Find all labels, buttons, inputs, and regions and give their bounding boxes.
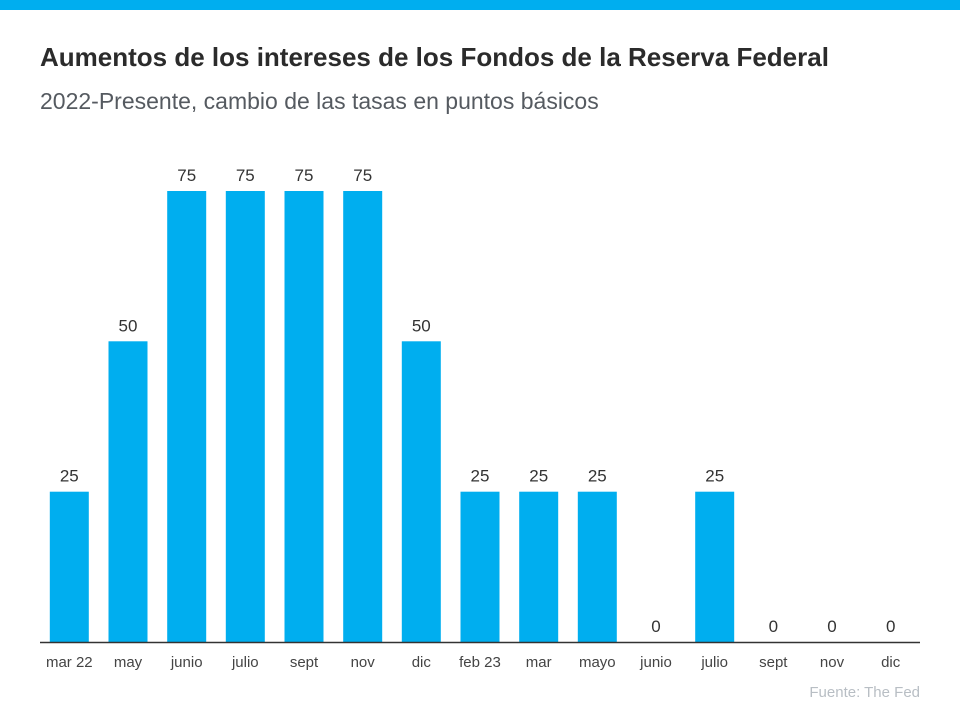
data-label: 75 [236,166,255,185]
x-tick-label: may [114,654,143,671]
x-tick-label: mar [526,654,552,671]
data-label: 0 [827,617,836,636]
source-note: Fuente: The Fed [809,684,920,701]
data-label: 50 [119,316,138,335]
bar [49,491,89,642]
data-label: 75 [177,166,196,185]
chart-subtitle: 2022-Presente, cambio de las tasas en pu… [40,88,599,114]
x-tick-label: junio [639,654,672,671]
data-label: 25 [705,467,724,486]
x-tick-label: feb 23 [459,654,501,671]
bar [225,191,265,642]
data-label: 0 [886,617,895,636]
x-tick-label: julio [231,654,259,671]
data-label: 25 [588,467,607,486]
x-tick-label: dic [412,654,432,671]
x-tick-label: julio [700,654,728,671]
top-accent-bar [0,0,960,10]
x-tick-label: nov [351,654,376,671]
data-label: 25 [60,467,79,486]
bar [401,341,441,642]
data-label: 25 [529,467,548,486]
bar [577,491,617,642]
data-label: 0 [769,617,778,636]
chart-title: Aumentos de los intereses de los Fondos … [40,42,829,72]
x-tick-label: sept [759,654,788,671]
data-label: 0 [651,617,660,636]
x-tick-label: mar 22 [46,654,93,671]
data-label: 75 [353,166,372,185]
bar [460,491,500,642]
x-tick-label: nov [820,654,845,671]
bar [284,191,324,642]
bar [108,341,148,642]
bar [695,491,735,642]
data-label: 50 [412,316,431,335]
bar [343,191,383,642]
data-label: 75 [295,166,314,185]
x-tick-label: dic [881,654,901,671]
x-tick-label: sept [290,654,319,671]
bar [519,491,559,642]
bar [167,191,207,642]
data-label: 25 [471,467,490,486]
x-tick-label: junio [170,654,203,671]
x-tick-label: mayo [579,654,616,671]
